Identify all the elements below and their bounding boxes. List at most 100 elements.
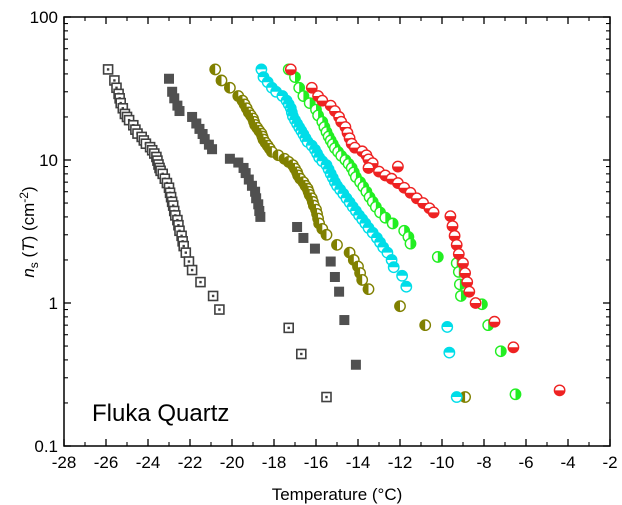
series-0-point [321,391,332,403]
y-tick-label: 0.1 [34,437,58,456]
series-1-point [250,186,261,197]
series-2-point [331,238,343,251]
series-5-point [362,162,375,174]
series-4-point [509,388,522,401]
series-1-point [197,128,208,139]
series-1-point [329,271,340,282]
series-3-point [377,241,390,254]
series-4-point [431,251,444,263]
series-0-point [283,322,295,334]
series-0-point [207,290,219,302]
series-5-point [446,220,459,232]
series-0-point [295,348,307,360]
y-tick-label: 100 [30,8,58,27]
x-tick-label: -12 [388,453,413,472]
series-3-point [255,63,268,76]
series-5-point [284,63,297,76]
series-1-point [233,157,244,168]
series-5-point [391,160,404,173]
y-title-sup: -2 [17,192,31,203]
series-1-point [174,106,185,117]
series-5-point [507,341,520,354]
x-tick-label: -4 [560,453,575,472]
series-4-point [386,217,399,230]
x-tick-label: -6 [518,453,533,472]
series-1-point [298,232,309,243]
y-tick-label: 1 [49,294,58,313]
series-1-point [325,256,336,267]
series-1-point [255,211,266,222]
series-1-point [334,286,345,297]
series-1-point [187,111,198,122]
series-5-point [444,210,457,223]
series-3-point [396,269,408,282]
series-2-point [209,63,222,76]
series-1-point [164,73,174,84]
series-5-point [316,94,329,107]
y-axis-title: ns (T) (cm-2) [17,186,41,277]
y-title-n: n [19,268,38,277]
series-2-point [352,260,364,273]
series-1-point [292,221,303,232]
series-3-point [443,346,456,359]
series-1-point [309,243,320,254]
series-1-point [240,168,251,179]
series-3-point [400,280,413,293]
series-1-point [224,153,235,164]
x-tick-label: -2 [602,453,617,472]
y-title-mid: ( [19,251,38,262]
series-2-point [356,274,369,286]
y-title-sub: s [27,262,41,268]
series-5-point [553,384,566,397]
series-1-point [253,199,264,210]
series-4-point [404,237,417,250]
series-5-point [488,315,501,328]
series-5-point [469,297,482,309]
series-0-point [183,256,195,267]
series-1-point [172,100,183,111]
x-tick-label: -24 [136,453,161,472]
series-1-point [251,193,262,204]
series-1-point [194,123,205,134]
series-1-point [339,315,350,326]
series-4-point [494,345,507,358]
y-tick-label: 10 [39,151,58,170]
series-2-point [394,300,406,313]
series-0-point [102,64,114,75]
x-tick-label: -14 [346,453,371,472]
series-2-point [362,283,375,296]
x-tick-label: -16 [304,453,329,472]
series-3-point [450,391,463,403]
x-tick-label: -18 [262,453,287,472]
series-1-point [199,134,210,145]
y-title-end: ) [19,186,38,192]
x-tick-label: -20 [220,453,245,472]
series-3-point [387,261,400,274]
series-1-point [169,93,180,104]
x-tick-label: -8 [476,453,491,472]
series-4-point [379,211,392,224]
series-1-point [167,86,178,97]
series-2-point [223,81,236,94]
x-axis-title: Temperature (°C) [272,485,403,504]
series-1-point [191,118,202,129]
series-1-point [350,359,361,370]
axes: -28 -26 -24 -22 -20 -18 -16 -14 -12 -10 -8 -6 -4 -2 0.… [30,8,618,472]
series-5-point [463,285,476,298]
x-tick-label: -26 [94,453,119,472]
y-title-T: T [19,240,38,252]
series-0-point [195,276,206,288]
series-1-point [207,144,218,155]
series-0-point [180,247,192,258]
series-1-point [243,174,254,185]
series-0-point [214,304,225,315]
series-0-point [186,264,198,276]
plot-frame [63,16,611,447]
series-5-point [461,276,474,289]
x-tick-label: -22 [178,453,203,472]
x-tick-label: -28 [52,453,77,472]
series-2-point [215,74,228,87]
series-2-point [320,228,333,241]
x-tick-label: -10 [430,453,455,472]
